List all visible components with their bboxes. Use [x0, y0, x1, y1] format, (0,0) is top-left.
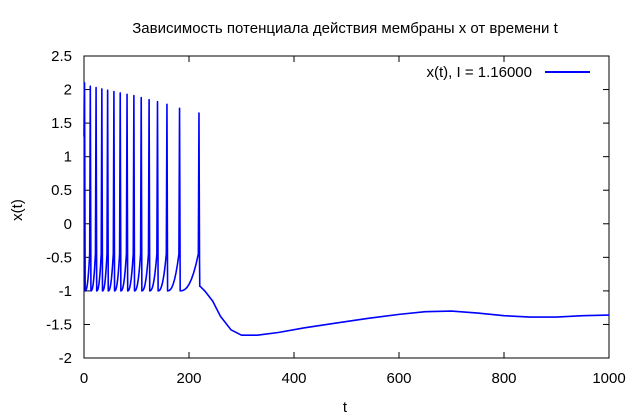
y-tick-label: 0.5: [51, 182, 72, 199]
plot-border: [83, 55, 610, 359]
legend-entry-label: x(t), I = 1.16000: [427, 64, 532, 81]
y-axis-label: x(t): [9, 199, 26, 221]
x-tick-label: 1000: [592, 370, 625, 387]
y-tick-label: 0: [64, 216, 72, 233]
y-tick-label: 2: [64, 82, 72, 99]
series-group: [83, 82, 610, 336]
chart-title: Зависимость потенциала действия мембраны…: [132, 20, 558, 37]
x-tick-label: 800: [491, 370, 516, 387]
x-axis-ticks: 0 200 400 600 800 1000: [80, 56, 626, 387]
x-tick-label: 600: [386, 370, 411, 387]
y-axis-ticks: -2 -1.5 -1 -0.5 0 0.5 1 1.5 2 2.5: [46, 48, 609, 367]
x-axis-label: t: [343, 399, 348, 416]
y-tick-label: 1: [64, 149, 72, 166]
legend: x(t), I = 1.16000: [427, 64, 590, 81]
series-line: [83, 82, 610, 336]
y-tick-label: 2.5: [51, 48, 72, 65]
y-tick-label: -2: [59, 350, 72, 367]
x-tick-label: 400: [281, 370, 306, 387]
y-tick-label: -0.5: [46, 249, 72, 266]
x-tick-label: 200: [176, 370, 201, 387]
y-tick-label: -1: [59, 283, 72, 300]
y-tick-label: -1.5: [46, 316, 72, 333]
plot-frame: [83, 55, 610, 359]
x-tick-label: 0: [80, 370, 88, 387]
y-tick-label: 1.5: [51, 115, 72, 132]
